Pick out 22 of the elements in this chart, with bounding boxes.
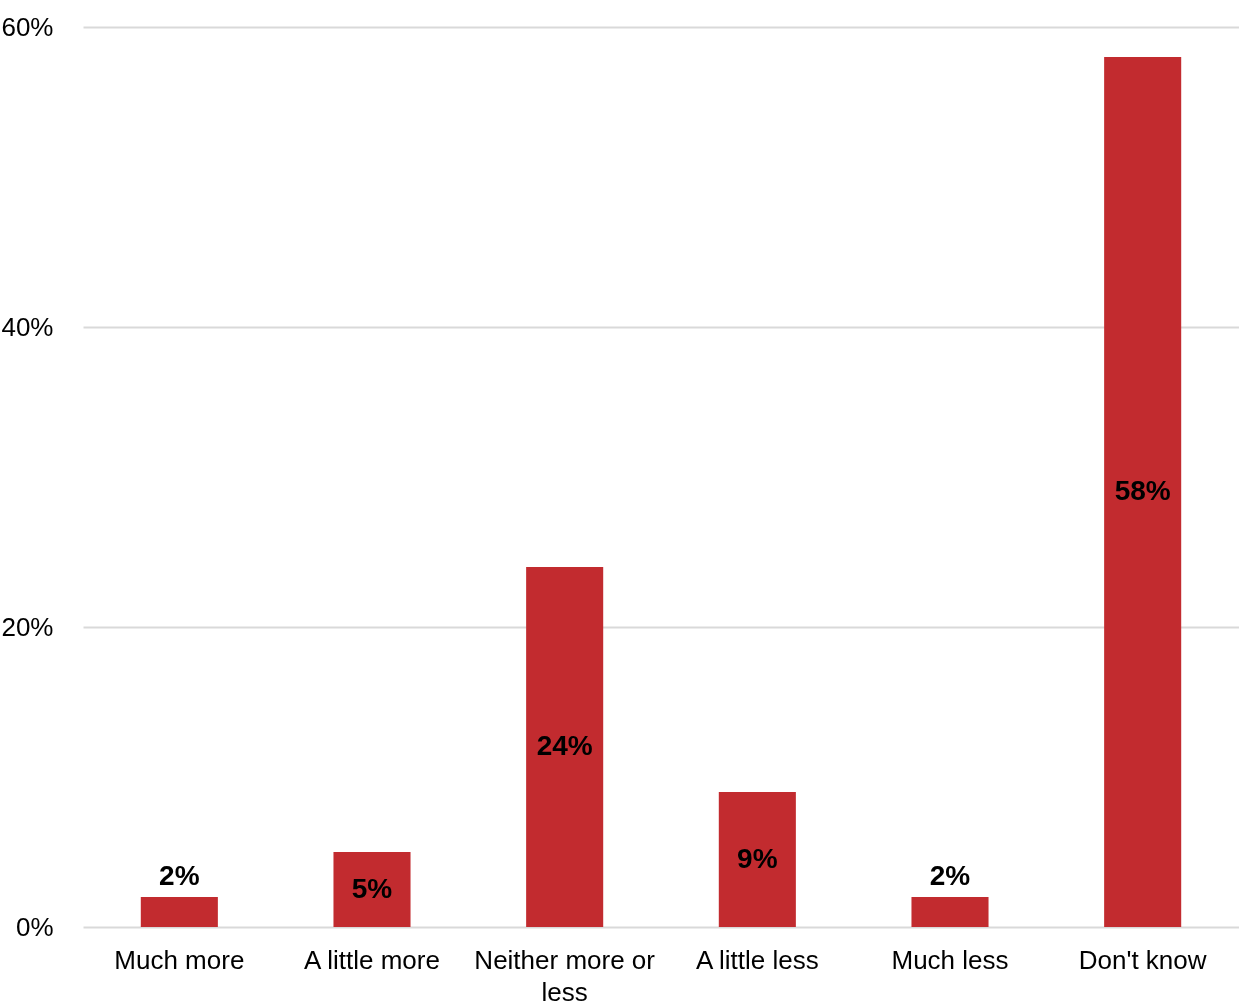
data-label: 58% — [1114, 475, 1171, 506]
x-tick-label: Neither more or less — [474, 944, 656, 1005]
y-tick-label: 0% — [15, 911, 54, 942]
data-label: 2% — [159, 860, 200, 891]
bar — [526, 567, 604, 927]
bar — [718, 792, 796, 927]
x-tick-label: A little more — [304, 944, 440, 975]
bar — [911, 897, 989, 927]
y-tick-label: 60% — [1, 11, 54, 42]
data-label: 2% — [929, 860, 971, 891]
x-tick-label: Much more — [114, 944, 245, 975]
y-tick-label: 40% — [1, 311, 54, 342]
bar — [333, 852, 411, 927]
bar — [140, 897, 218, 927]
bar — [1104, 57, 1182, 927]
x-tick-label: Don't know — [1078, 944, 1207, 975]
x-tick-label: Much less — [891, 944, 1009, 975]
data-label: 5% — [351, 872, 393, 904]
y-tick-label: 20% — [1, 611, 54, 642]
x-tick-label: A little less — [695, 944, 819, 975]
data-label: 9% — [737, 842, 778, 874]
data-label: 24% — [536, 730, 593, 761]
